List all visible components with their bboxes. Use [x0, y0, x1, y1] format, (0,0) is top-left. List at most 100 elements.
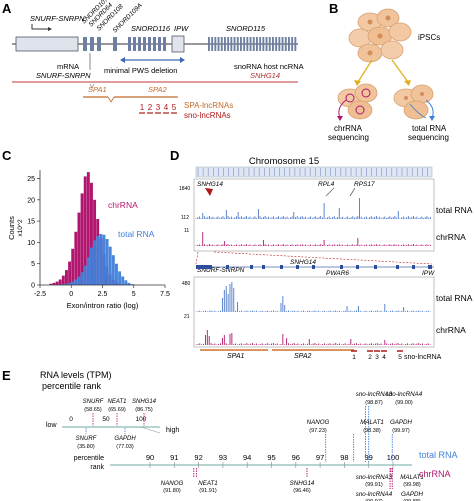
x-tick-label: -2.5 [34, 291, 46, 298]
rpl4-pointer [325, 187, 335, 197]
chr-marker-value: (99.97) [365, 499, 383, 501]
rank-tick-label: 97 [316, 453, 324, 462]
chr-marker-value: (96.46) [293, 488, 311, 494]
mini-percentile-axis [62, 413, 161, 434]
bar-chrrna [68, 261, 72, 285]
mini-tick-50: 50 [102, 416, 110, 423]
host-ncrna-label: snoRNA host ncRNA [234, 62, 304, 71]
e-total-label: total RNA [419, 450, 458, 460]
chr-marker-name: SNHG14 [290, 480, 315, 487]
spa1-intron-caret [107, 96, 115, 103]
bar-chrrna [80, 193, 84, 285]
bar-chrrna [49, 283, 53, 285]
y-tick-label: 20 [27, 197, 35, 204]
exon-box [262, 265, 265, 269]
bar-total-rna [93, 240, 97, 285]
deletion-arrow-left [120, 57, 125, 63]
chr-marker-value: (91.91) [199, 488, 217, 494]
snord115-copy [262, 37, 265, 51]
zoom-gene-pwar6: PWAR6 [326, 270, 349, 277]
bar-total-rna [108, 246, 112, 285]
bar-chrrna [86, 172, 90, 285]
mini-value-snhg14: (86.75) [135, 407, 153, 413]
x-tick-label: 7.5 [160, 291, 170, 298]
tss-arrow [31, 24, 50, 30]
d-sno-number: 2 [368, 354, 372, 361]
chr-marker-value: (99.88) [403, 499, 421, 501]
snord115-copy [291, 37, 294, 51]
bar-total-rna [65, 283, 68, 285]
snord115-copy [268, 37, 271, 51]
x-tick-label: 0 [69, 291, 73, 298]
y-tick-label: 10 [27, 240, 35, 247]
y-tick-label: 15 [27, 219, 35, 226]
zoom-chr-track [195, 330, 431, 345]
y-axis-unit: x10^2 [17, 219, 24, 237]
chr-marker-name: NEAT1 [198, 480, 217, 487]
e-title-1: RNA levels (TPM) [40, 370, 112, 380]
exon-box [280, 265, 283, 269]
y-tick-label: 25 [27, 176, 35, 183]
snord115-copy [294, 37, 297, 51]
chr-marker-value: (99.98) [403, 482, 421, 488]
snord116-copy [128, 37, 131, 51]
d-sno-number: 1 [352, 354, 356, 361]
total-seq-label-2: sequencing [408, 133, 449, 142]
mini-value-neat1: (65.69) [108, 407, 126, 413]
bar-chrrna [83, 176, 87, 285]
snord115-copy [211, 37, 214, 51]
mini-high-label: high [166, 427, 179, 434]
zoom-gene-snurf: SNURF-SNRPN [197, 267, 245, 274]
bar-total-rna [83, 265, 87, 285]
chr-marker-value: (99.91) [365, 482, 383, 488]
chr-seq-label-1: chrRNA [334, 124, 363, 133]
top-total-max-tick: 1840 [179, 186, 190, 192]
bar-total-rna [90, 247, 93, 285]
total-marker-value: (99.97) [392, 428, 410, 434]
chr-marker-name: sno-lncRNA4 [356, 491, 393, 498]
bar-chrrna [71, 248, 75, 285]
bar-total-rna [99, 233, 103, 285]
panel-e-ranks: RNA levels (TPM) percentile rank SNURF (… [40, 370, 458, 501]
d-spa2-label: SPA2 [294, 353, 311, 360]
snord115-copy [220, 37, 223, 51]
snord115-copy [230, 37, 233, 51]
zoom-line-left [195, 251, 199, 265]
total-marker-name: sno-lncRNA4 [386, 391, 423, 398]
total-seq-label-1: total RNA [412, 124, 447, 133]
exon-box [196, 265, 212, 269]
exon-box [226, 265, 229, 269]
snord115-copy [249, 37, 252, 51]
snord116-copy [143, 37, 146, 51]
chrrna-markers: NANOG(91.80) NEAT1(91.91) SNHG14(96.46) MAL… [161, 468, 424, 501]
sno-lncrna-label: sno-lncRNAs [184, 111, 231, 120]
percentile-rank-axis: 90 91 92 93 94 95 96 97 98 99 100 [110, 453, 412, 468]
zoom-line-right [213, 251, 433, 265]
zoom-track-label-chr: chrRNA [436, 325, 466, 335]
tss-arrow-head [48, 27, 52, 31]
snord115-cluster [208, 37, 297, 51]
deletion-arrow-right [180, 57, 185, 63]
mini-value-gapdh: (77.03) [116, 444, 134, 450]
chromosome-ideogram [195, 166, 433, 178]
axis-label-1: percentile [74, 455, 104, 462]
bar-total-rna [127, 282, 131, 285]
ipw-box [171, 35, 185, 53]
mrna-label: mRNA [57, 62, 79, 71]
bar-total-rna [74, 279, 78, 285]
snord109a-box [113, 37, 117, 51]
top-track-label-total: total RNA [436, 205, 473, 215]
bar-total-rna [102, 234, 106, 285]
chr-marker-value: (91.80) [163, 488, 181, 494]
legend-chrrna: chrRNA [108, 200, 138, 210]
mini-value-snurf-bottom: (35.80) [77, 444, 95, 450]
bar-total-rna [68, 282, 72, 285]
snord115-copy [278, 37, 281, 51]
deletion-label: minimal PWS deletion [104, 66, 177, 75]
exon-box [428, 265, 432, 269]
snord64-box [90, 37, 94, 51]
bar-chrrna [52, 282, 56, 285]
chr-marker-name: NANOG [161, 480, 184, 487]
gene-label-snord116: SNORD116 [131, 24, 171, 33]
